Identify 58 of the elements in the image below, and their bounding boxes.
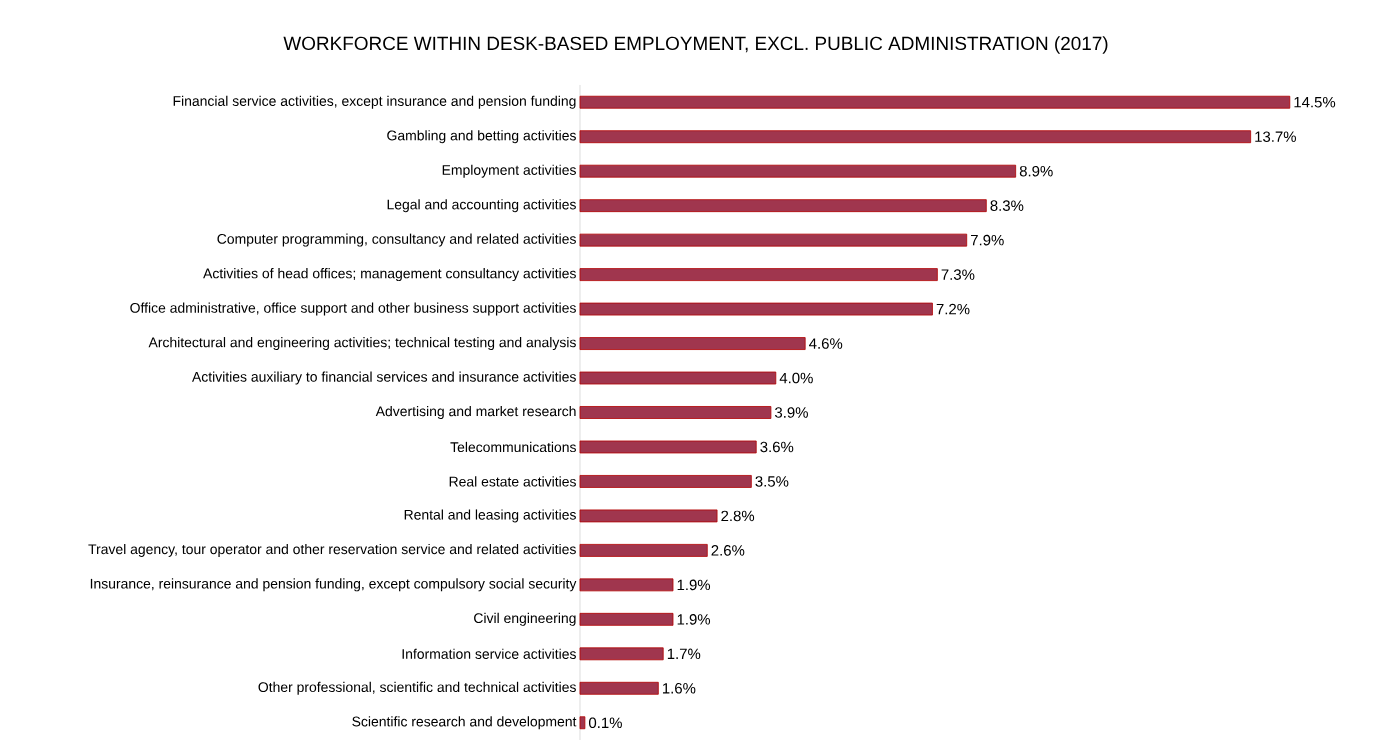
y-tick-label: Employment activities	[442, 164, 576, 178]
bar	[579, 268, 938, 281]
data-label: 3.6%	[760, 441, 794, 453]
y-tick-label: Legal and accounting activities	[387, 199, 576, 213]
y-tick-label: Office administrative, office support and other business support activities	[130, 302, 576, 316]
bar	[579, 406, 772, 419]
data-label: 0.1%	[588, 717, 622, 729]
y-tick-label: Activities of head offices; management consultancy activities	[203, 268, 576, 282]
data-label: 1.9%	[677, 614, 711, 625]
bar	[579, 371, 777, 385]
data-label: 14.5%	[1294, 96, 1336, 108]
y-tick-label: Financial service activities, except insurance and pension funding	[173, 95, 576, 109]
bar	[579, 647, 664, 661]
data-label: 3.9%	[775, 407, 808, 418]
y-tick-label: Computer programming, consultancy and related activities	[217, 233, 576, 247]
bar	[579, 233, 968, 247]
y-tick-label: Civil engineering	[474, 612, 576, 626]
data-label: 4.6%	[809, 338, 843, 349]
y-tick-label: Telecommunications	[450, 441, 576, 453]
y-tick-label: Real estate activities	[449, 476, 576, 487]
y-tick-label: Insurance, reinsurance and pension funding, except compulsory social security	[90, 578, 577, 592]
data-label: 4.0%	[779, 372, 813, 384]
bar	[579, 95, 1291, 109]
bar	[579, 543, 708, 557]
bar	[579, 716, 586, 730]
data-label: 3.5%	[755, 476, 789, 487]
y-tick-label: Travel agency, tour operator and other reservation service and related activities	[88, 543, 576, 557]
bar	[579, 475, 752, 488]
y-tick-label: Scientific research and development	[352, 716, 577, 730]
bar	[579, 681, 659, 695]
data-label: 1.7%	[667, 648, 701, 660]
bar	[579, 509, 718, 523]
data-label: 8.9%	[1019, 165, 1053, 177]
bar	[579, 199, 987, 213]
y-tick-label: Other professional, scientific and technical activities	[258, 681, 576, 695]
data-label: 1.6%	[662, 683, 696, 694]
data-label: 8.3%	[990, 200, 1024, 211]
y-tick-label: Activities auxiliary to financial services and insurance activities	[192, 371, 576, 385]
y-tick-label: Information service activities	[402, 648, 576, 659]
data-label: 2.8%	[721, 510, 755, 522]
y-tick-label: Architectural and engineering activities; technical testing and analysis	[148, 337, 576, 351]
bar	[579, 164, 1017, 178]
bar	[579, 337, 806, 350]
bar	[579, 612, 674, 626]
bar	[579, 130, 1252, 144]
y-tick-label: Rental and leasing activities	[404, 509, 576, 523]
bar	[579, 578, 674, 592]
y-tick-label: Gambling and betting activities	[387, 130, 576, 144]
data-label: 7.9%	[971, 234, 1004, 246]
bar	[579, 302, 933, 316]
data-label: 2.6%	[711, 545, 745, 556]
bar	[579, 440, 757, 454]
data-label: 1.9%	[677, 579, 711, 591]
y-tick-label: Advertising and market research	[375, 405, 576, 419]
chart-title: WORKFORCE WITHIN DESK-BASED EMPLOYMENT, EXCL. PUBLIC ADMINISTRATION (2017)	[283, 36, 1108, 54]
data-label: 7.2%	[936, 303, 970, 315]
data-label: 7.3%	[941, 269, 975, 280]
data-label: 13.7%	[1255, 131, 1296, 142]
